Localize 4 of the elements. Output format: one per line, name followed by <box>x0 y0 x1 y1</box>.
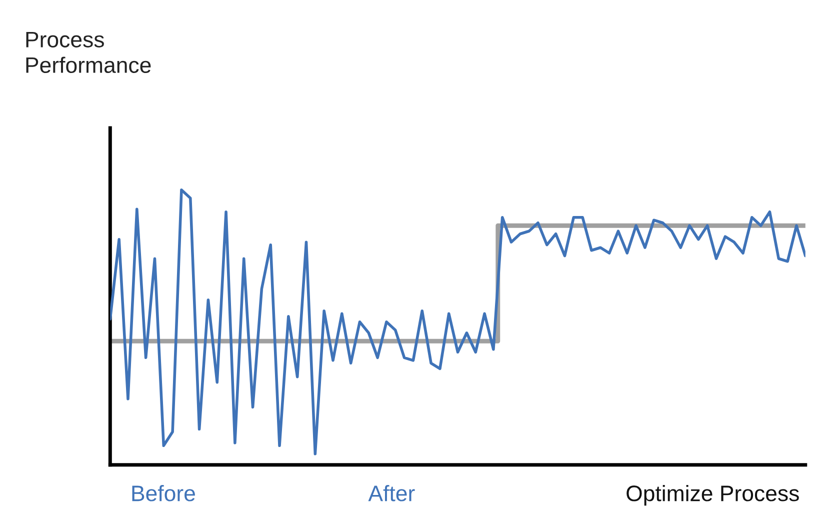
text: Process Performance <box>26 32 151 74</box>
x-axis-title: Optimize Process <box>626 484 799 506</box>
text: After <box>368 484 415 502</box>
text: Before <box>132 484 195 502</box>
